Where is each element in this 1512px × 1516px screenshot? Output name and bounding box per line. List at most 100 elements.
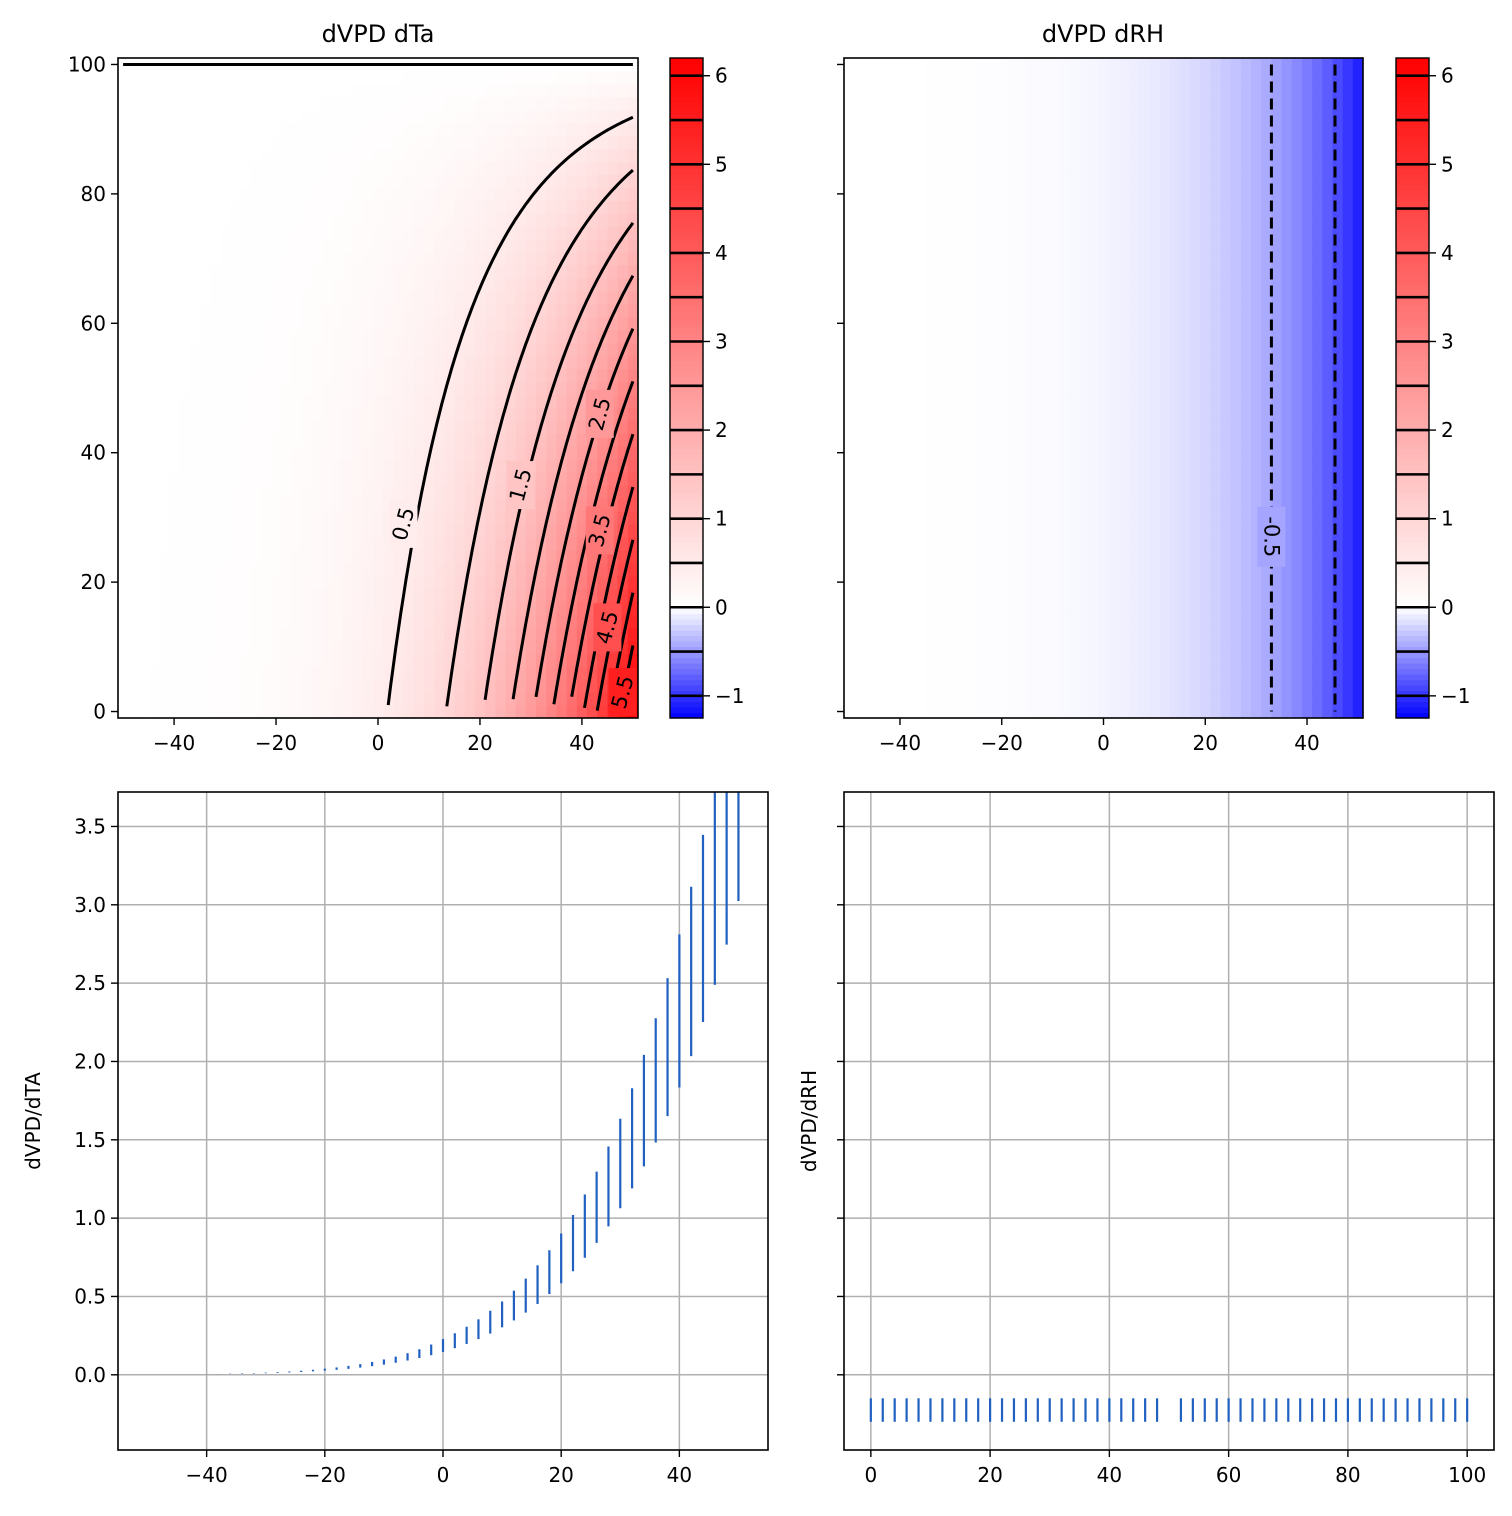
heatmap-cell: [556, 523, 568, 538]
heatmap-cell: [311, 239, 323, 253]
heatmap-cell: [1179, 109, 1191, 124]
heatmap-cell: [1037, 355, 1049, 370]
heatmap-cell: [884, 601, 896, 616]
heatmap-cell: [179, 485, 190, 499]
heatmap-cell: [372, 265, 384, 279]
heatmap-cell: [844, 640, 855, 654]
heatmap-cell: [617, 485, 629, 499]
heatmap-cell: [905, 653, 916, 667]
heatmap-cell: [474, 394, 486, 409]
heatmap-cell: [291, 290, 303, 305]
heatmap-cell: [525, 575, 537, 590]
heatmap-cell: [1067, 368, 1079, 383]
heatmap-cell: [1118, 433, 1130, 447]
heatmap-cell: [1230, 446, 1242, 460]
heatmap-cell: [240, 588, 252, 603]
heatmap-cell: [1139, 523, 1150, 538]
heatmap-cell: [128, 679, 139, 693]
heatmap-cell: [986, 83, 998, 98]
heatmap-cell: [945, 83, 957, 98]
heatmap-cell: [1210, 679, 1222, 693]
heatmap-cell: [915, 601, 927, 616]
heatmap-cell: [495, 290, 507, 305]
heatmap-cell: [1128, 213, 1140, 227]
heatmap-cell: [301, 588, 313, 603]
heatmap-cell: [1149, 278, 1161, 292]
heatmap-cell: [1006, 485, 1018, 499]
heatmap-cell: [230, 407, 241, 421]
heatmap-cell: [1251, 666, 1262, 680]
heatmap-cell: [1169, 459, 1181, 473]
heatmap-cell: [362, 549, 374, 564]
heatmap-cell: [454, 239, 466, 253]
heatmap-cell: [454, 575, 466, 590]
heatmap-cell: [894, 549, 906, 564]
heatmap-cell: [1047, 394, 1059, 409]
heatmap-cell: [1240, 510, 1252, 525]
heatmap-cell: [383, 148, 394, 163]
heatmap-cell: [209, 407, 221, 421]
heatmap-cell: [485, 342, 496, 357]
heatmap-cell: [1108, 679, 1120, 693]
heatmap-cell: [311, 342, 323, 357]
heatmap-cell: [1169, 407, 1181, 421]
heatmap-cell: [1261, 472, 1273, 486]
heatmap-cell: [454, 316, 466, 331]
heatmap-cell: [342, 342, 354, 357]
heatmap-cell: [1047, 109, 1059, 124]
heatmap-cell: [1240, 342, 1252, 357]
heatmap-cell: [1057, 588, 1069, 603]
heatmap-cell: [1057, 316, 1069, 331]
heatmap-cell: [321, 601, 333, 616]
heatmap-cell: [905, 692, 916, 706]
heatmap-cell: [1017, 446, 1028, 460]
heatmap-cell: [1159, 161, 1171, 176]
colorbar-cells: [670, 58, 703, 719]
heatmap-cell: [393, 446, 405, 460]
heatmap-cell: [291, 252, 303, 266]
heatmap-cell: [260, 588, 272, 603]
heatmap-cell: [1128, 70, 1140, 85]
heatmap-cell: [495, 666, 507, 680]
heatmap-cell: [576, 96, 588, 111]
heatmap-cell: [423, 653, 435, 667]
heatmap-cell: [495, 575, 507, 590]
heatmap-cell: [915, 329, 927, 344]
heatmap-cell: [1261, 394, 1273, 409]
heatmap-cell: [454, 666, 466, 680]
heatmap-cell: [332, 562, 343, 577]
heatmap-cell: [576, 420, 588, 434]
heatmap-cell: [118, 420, 129, 434]
heatmap-cell: [118, 485, 129, 499]
heatmap-cell: [179, 575, 190, 590]
heatmap-cell: [495, 562, 507, 577]
heatmap-cell: [495, 472, 507, 486]
heatmap-cell: [1240, 316, 1252, 331]
heatmap-cell: [118, 342, 129, 357]
heatmap-cell: [342, 135, 354, 150]
heatmap-cell: [1240, 446, 1252, 460]
heatmap-cell: [281, 290, 292, 305]
heatmap-cell: [118, 472, 129, 486]
heatmap-cell: [1098, 135, 1110, 150]
heatmap-cell: [515, 316, 527, 331]
heatmap-cell: [966, 588, 977, 603]
heatmap-cell: [413, 213, 425, 227]
heatmap-cell: [1200, 407, 1211, 421]
heatmap-cell: [935, 213, 947, 227]
heatmap-cell: [240, 187, 252, 201]
heatmap-cell: [1139, 58, 1150, 72]
colorbar-cell: [670, 316, 703, 323]
heatmap-cell: [536, 135, 547, 150]
heatmap-cell: [423, 109, 435, 124]
heatmap-cell: [240, 536, 252, 551]
heatmap-cell: [1037, 70, 1049, 85]
heatmap-cell: [403, 303, 415, 318]
heatmap-cell: [1037, 161, 1049, 176]
heatmap-cell: [1098, 459, 1110, 473]
heatmap-cell: [905, 303, 916, 318]
heatmap-cell: [1179, 459, 1191, 473]
heatmap-cells: [118, 58, 638, 718]
heatmap-cell: [1230, 96, 1242, 111]
